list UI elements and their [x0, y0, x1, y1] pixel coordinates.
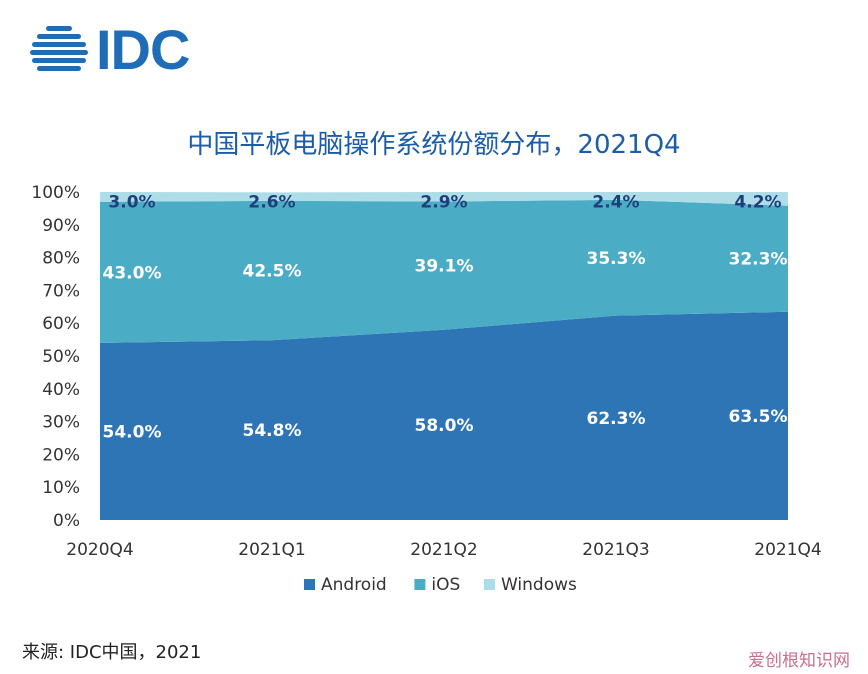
- y-tick-label: 100%: [31, 183, 80, 203]
- data-label: 2.6%: [248, 193, 295, 213]
- y-tick-label: 40%: [42, 380, 80, 400]
- data-label: 62.3%: [587, 409, 646, 429]
- x-tick-label: 2021Q4: [754, 540, 821, 560]
- data-label: 2.4%: [592, 193, 639, 213]
- data-label: 39.1%: [415, 257, 474, 277]
- stacked-area-chart: 0% 10% 20% 30% 40% 50% 60% 70% 80% 90% 100% 2020Q4 2…: [31, 183, 821, 595]
- x-tick-label: 2021Q2: [410, 540, 477, 560]
- legend-label-ios: iOS: [431, 575, 460, 595]
- globe-icon: [30, 26, 88, 71]
- x-tick-label: 2021Q3: [582, 540, 649, 560]
- legend-swatch-windows: [484, 579, 495, 590]
- y-tick-label: 10%: [42, 478, 80, 498]
- data-label: 58.0%: [415, 416, 474, 436]
- data-label: 43.0%: [103, 263, 162, 283]
- area-android: [100, 311, 788, 520]
- y-tick-label: 60%: [42, 314, 80, 334]
- data-label: 63.5%: [729, 407, 788, 427]
- legend-label-android: Android: [321, 575, 387, 595]
- legend-swatch-ios: [414, 579, 426, 590]
- area-windows: [100, 192, 788, 206]
- data-label: 32.3%: [729, 250, 788, 270]
- data-label: 42.5%: [243, 262, 302, 282]
- y-tick-label: 80%: [42, 249, 80, 269]
- chart-title: 中国平板电脑操作系统份额分布，2021Q4: [187, 130, 681, 160]
- y-tick-label: 20%: [42, 445, 80, 465]
- y-tick-label: 50%: [42, 347, 80, 367]
- y-tick-label: 90%: [42, 216, 80, 236]
- data-label: 35.3%: [587, 249, 646, 269]
- x-tick-label: 2021Q1: [238, 540, 305, 560]
- idc-logo: IDC: [28, 18, 190, 81]
- watermark: 爱创根知识网: [748, 651, 850, 671]
- area-ios: [100, 199, 788, 343]
- data-label: 2.9%: [420, 193, 467, 213]
- logo-text: IDC: [96, 18, 190, 81]
- data-label: 3.0%: [108, 193, 155, 213]
- data-label: 4.2%: [734, 193, 781, 213]
- x-tick-label: 2020Q4: [66, 540, 133, 560]
- data-label: 54.0%: [103, 422, 162, 442]
- y-tick-label: 0%: [53, 511, 80, 531]
- data-label: 54.8%: [243, 421, 302, 441]
- legend-label-windows: Windows: [501, 575, 577, 595]
- y-tick-label: 30%: [42, 413, 80, 433]
- source-note: 来源: IDC中国，2021: [22, 642, 202, 663]
- legend-swatch-android: [304, 579, 315, 590]
- y-tick-label: 70%: [42, 281, 80, 301]
